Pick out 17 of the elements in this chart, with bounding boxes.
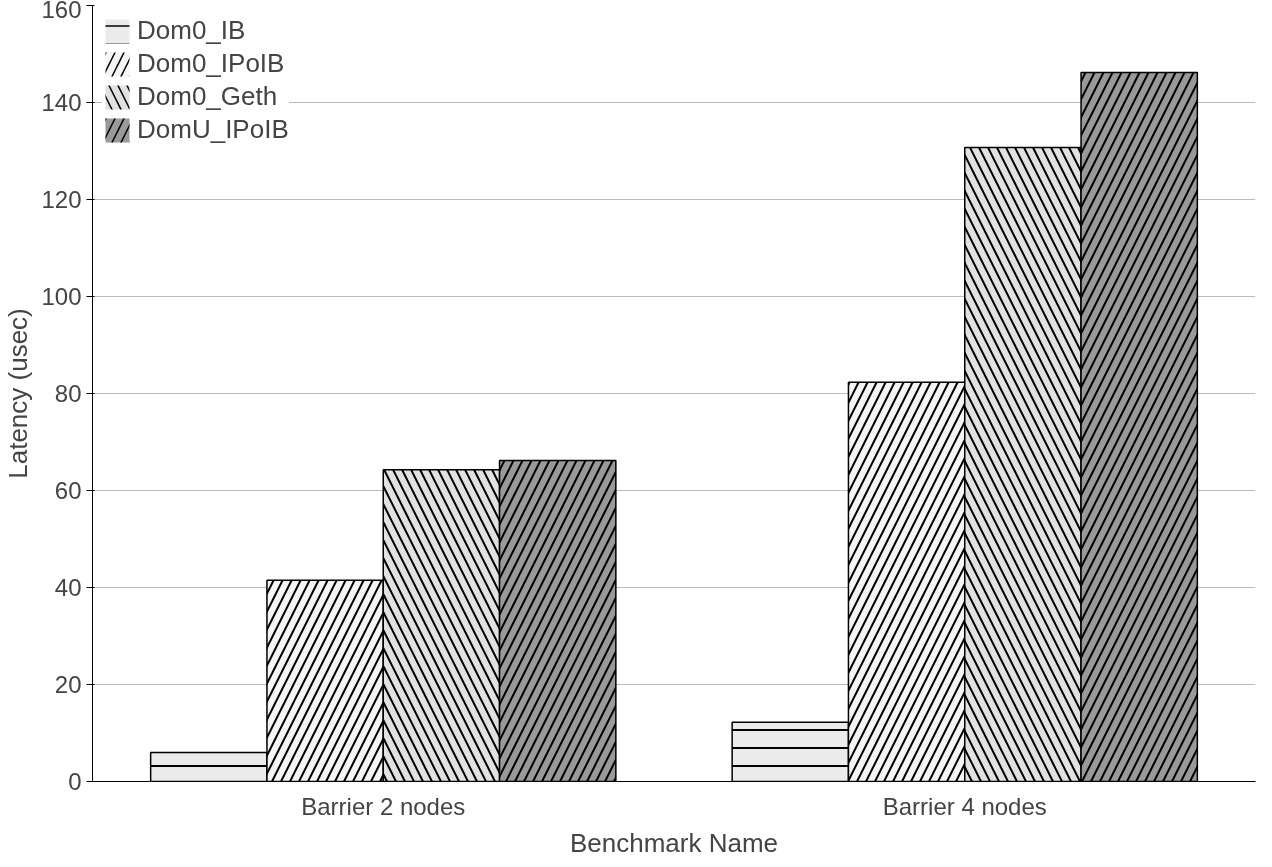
y-tick-label: 100 bbox=[41, 283, 82, 310]
y-tick-label: 140 bbox=[41, 89, 82, 116]
legend-label: DomU_IPoIB bbox=[137, 114, 289, 145]
y-tick-label: 120 bbox=[41, 186, 82, 213]
x-axis-title: Benchmark Name bbox=[569, 827, 779, 858]
x-tick-label: Barrier 2 nodes bbox=[301, 792, 466, 820]
legend-label: Dom0_IB bbox=[137, 15, 246, 46]
y-tick-label: 60 bbox=[54, 477, 82, 504]
y-tick-label: 40 bbox=[54, 574, 82, 601]
y-axis-title: Latency (usec) bbox=[3, 308, 34, 479]
legend-label: Dom0_IPoIB bbox=[137, 48, 285, 79]
x-tick-label: Barrier 4 nodes bbox=[882, 792, 1047, 820]
y-tick-label: 20 bbox=[54, 671, 82, 698]
legend-label: Dom0_Geth bbox=[137, 81, 278, 112]
y-tick-label: 80 bbox=[54, 380, 82, 407]
y-tick-label: 160 bbox=[41, 0, 82, 23]
y-tick-label: 0 bbox=[68, 768, 82, 795]
